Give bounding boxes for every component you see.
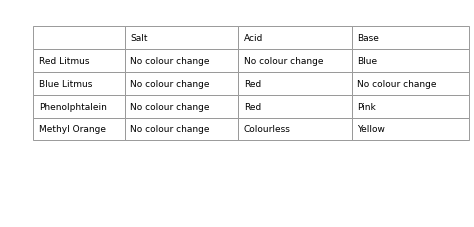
Bar bbox=[125, 50, 238, 73]
Bar bbox=[352, 50, 469, 73]
Text: No colour change: No colour change bbox=[244, 57, 323, 66]
Text: Blue Litmus: Blue Litmus bbox=[39, 79, 92, 89]
Text: No colour change: No colour change bbox=[130, 79, 210, 89]
Text: Salt: Salt bbox=[130, 34, 148, 43]
Text: Acid: Acid bbox=[244, 34, 263, 43]
Text: No colour change: No colour change bbox=[130, 125, 210, 134]
Bar bbox=[125, 27, 238, 50]
Text: Red Litmus: Red Litmus bbox=[39, 57, 90, 66]
Text: No colour change: No colour change bbox=[130, 57, 210, 66]
Text: Phenolphtalein: Phenolphtalein bbox=[39, 102, 107, 111]
Text: Pink: Pink bbox=[357, 102, 376, 111]
Bar bbox=[125, 118, 238, 141]
Bar bbox=[33, 95, 125, 118]
Bar bbox=[352, 95, 469, 118]
Bar bbox=[125, 95, 238, 118]
Bar bbox=[33, 27, 125, 50]
Bar bbox=[33, 118, 125, 141]
Bar bbox=[238, 50, 352, 73]
Bar bbox=[352, 118, 469, 141]
Bar bbox=[33, 73, 125, 95]
Text: No colour change: No colour change bbox=[357, 79, 437, 89]
Bar bbox=[352, 27, 469, 50]
Text: Red: Red bbox=[244, 79, 261, 89]
Text: Base: Base bbox=[357, 34, 379, 43]
Text: Methyl Orange: Methyl Orange bbox=[39, 125, 106, 134]
Bar bbox=[125, 73, 238, 95]
Bar bbox=[238, 73, 352, 95]
Text: Red: Red bbox=[244, 102, 261, 111]
Bar bbox=[238, 27, 352, 50]
Bar bbox=[238, 95, 352, 118]
Bar bbox=[238, 118, 352, 141]
Bar bbox=[33, 50, 125, 73]
Text: No colour change: No colour change bbox=[130, 102, 210, 111]
Bar bbox=[352, 73, 469, 95]
Text: Yellow: Yellow bbox=[357, 125, 385, 134]
Text: Blue: Blue bbox=[357, 57, 377, 66]
Text: Colourless: Colourless bbox=[244, 125, 291, 134]
